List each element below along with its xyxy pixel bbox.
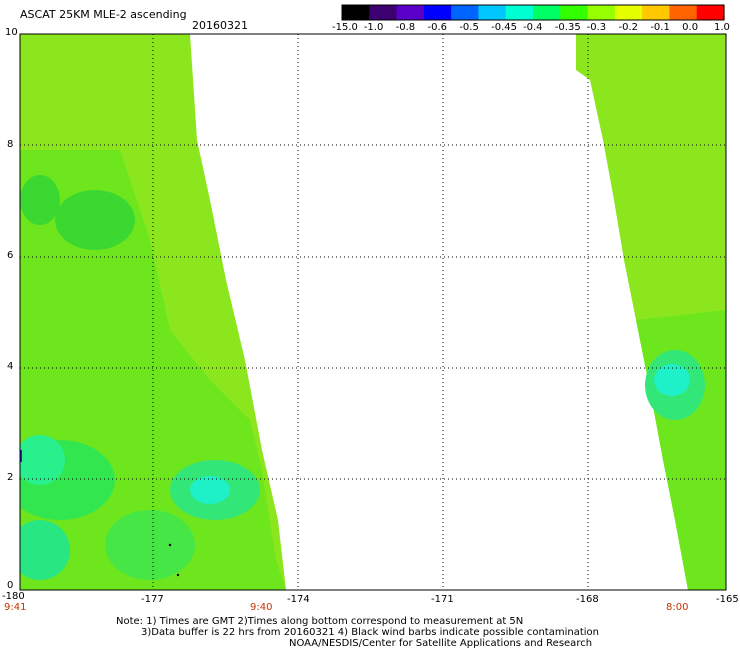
colorbar-swatch — [396, 5, 425, 20]
y-label-2: 2 — [7, 472, 14, 483]
note-line-1: Note: 1) Times are GMT 2)Times along bot… — [116, 616, 524, 627]
colorbar-label: -1.0 — [363, 22, 384, 33]
colorbar-swatch — [369, 5, 398, 20]
colorbar-label: 0.0 — [682, 22, 699, 33]
product-date: 20160321 — [192, 19, 248, 32]
colorbar-label: -0.4 — [523, 22, 543, 33]
x-label-168: -168 — [576, 594, 599, 605]
colorbar-swatch — [696, 5, 725, 20]
time-label-right: 8:00 — [666, 602, 689, 613]
x-label-171: -171 — [431, 594, 454, 605]
colorbar-swatch — [423, 5, 452, 20]
colorbar-label: -0.1 — [650, 22, 670, 33]
colorbar-label: -0.3 — [586, 22, 607, 33]
colorbar-swatch — [614, 5, 643, 20]
x-label-165: -165 — [716, 594, 739, 605]
y-label-8: 8 — [7, 139, 14, 150]
colorbar-label: -0.45 — [491, 22, 518, 33]
colorbar-label: -0.6 — [427, 22, 448, 33]
colorbar-label: -0.35 — [554, 22, 581, 33]
y-label-6: 6 — [7, 250, 14, 261]
time-label-mid: 9:40 — [250, 602, 273, 613]
left-swath — [20, 34, 286, 590]
colorbar-swatch — [587, 5, 616, 20]
x-label-174: -174 — [287, 594, 310, 605]
product-title: ASCAT 25KM MLE-2 ascending — [20, 8, 187, 21]
colorbar-swatch — [451, 5, 480, 20]
colorbar-label: 1.0 — [714, 22, 730, 33]
gridlines — [20, 34, 726, 590]
colorbar-swatch — [533, 5, 561, 20]
y-label-10: 10 — [5, 27, 18, 38]
colorbar-swatch — [560, 5, 589, 20]
colorbar-label: -0.8 — [395, 22, 416, 33]
time-label-left: 9:41 — [4, 602, 27, 613]
note-line-2: 3)Data buffer is 22 hrs from 20160321 4)… — [141, 627, 599, 638]
colorbar-swatch — [642, 5, 671, 20]
colorbar — [341, 4, 725, 21]
y-label-0: 0 — [7, 580, 14, 591]
colorbar-label: -0.5 — [459, 22, 479, 33]
colorbar-swatch — [505, 5, 534, 20]
x-label-180: -180 — [2, 591, 25, 602]
note-line-3: NOAA/NESDIS/Center for Satellite Applica… — [289, 638, 593, 649]
colorbar-swatch — [478, 5, 507, 20]
x-label-177: -177 — [141, 594, 164, 605]
colorbar-label: -15.0 — [332, 22, 358, 33]
colorbar-label: -0.2 — [618, 22, 639, 33]
colorbar-swatch — [342, 5, 370, 20]
y-label-4: 4 — [7, 361, 14, 372]
colorbar-swatch — [669, 5, 698, 20]
